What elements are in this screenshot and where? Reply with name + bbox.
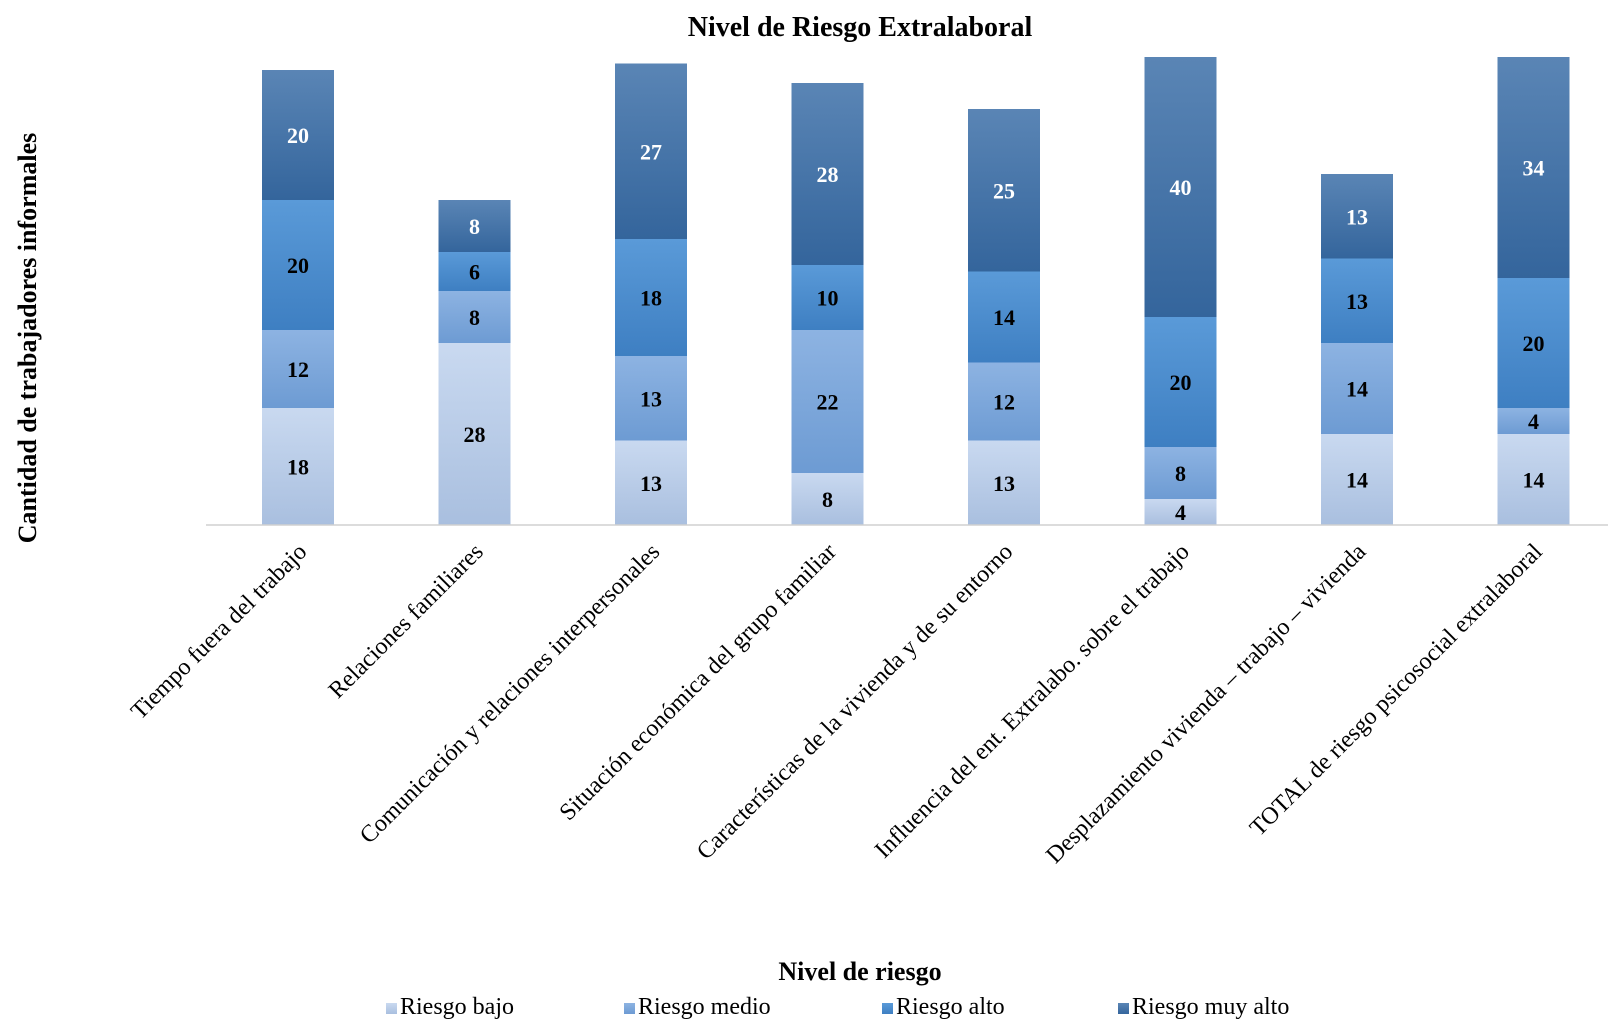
data-label: 27	[640, 139, 662, 164]
segment-labels-layer: 18 12 20 20 28 8 6 8 13 13 18 27 8 22 10 28 13 12 14 25 4 8 20…	[287, 123, 1545, 525]
bar-segment	[262, 330, 334, 408]
data-label: 18	[287, 455, 309, 480]
legend-swatch	[386, 1003, 397, 1014]
data-label: 13	[1346, 204, 1368, 229]
bars-layer	[262, 57, 1570, 525]
bar-segment	[1321, 174, 1393, 259]
bar-segment	[791, 265, 864, 330]
data-label: 12	[993, 390, 1015, 415]
data-label: 13	[993, 471, 1015, 496]
data-label: 20	[287, 123, 309, 148]
bar-segment	[1497, 434, 1570, 525]
bar-segment	[615, 63, 687, 239]
category-label: Desplazamiento vivienda – trabajo – vivi…	[1041, 539, 1371, 869]
data-label: 4	[1175, 500, 1186, 525]
data-label: 14	[1523, 468, 1545, 493]
data-label: 4	[1528, 409, 1539, 434]
category-label: Influencia del ent. Extralabo. sobre el …	[870, 539, 1195, 864]
bar-segment	[615, 440, 687, 525]
data-label: 28	[464, 422, 486, 447]
bar-segment	[791, 83, 864, 265]
bar-segment	[438, 343, 511, 525]
data-label: 8	[1175, 461, 1186, 486]
bar-segment	[1497, 57, 1570, 278]
legend-swatch	[882, 1003, 893, 1014]
legend-label: Riesgo bajo	[400, 994, 514, 1020]
bar-segment	[968, 362, 1040, 441]
bar-segment	[1144, 499, 1217, 525]
legend-label: Riesgo muy alto	[1132, 994, 1289, 1020]
legend-swatch	[1118, 1003, 1129, 1014]
category-label: Características de la vivienda y de su e…	[692, 539, 1018, 865]
legend-swatch	[624, 1003, 635, 1014]
category-labels-layer: Tiempo fuera del trabajo Relaciones famil…	[126, 539, 1548, 869]
data-label: 25	[993, 178, 1015, 203]
bar-segment	[262, 70, 334, 200]
data-label: 6	[469, 260, 480, 285]
legend-label: Riesgo alto	[896, 994, 1005, 1020]
bar-segment	[438, 200, 511, 252]
bar-segment	[1321, 343, 1393, 434]
category-label: Situación económica del grupo familiar	[555, 539, 842, 826]
bar-segment	[968, 271, 1040, 363]
bar-segment	[1144, 317, 1217, 447]
data-label: 13	[640, 386, 662, 411]
bar-segment	[791, 330, 864, 473]
bar-segment	[1321, 434, 1393, 525]
bar-segment	[968, 440, 1040, 525]
data-label: 8	[822, 487, 833, 512]
bar-segment	[1144, 57, 1217, 317]
bar-segment	[438, 252, 511, 291]
data-label: 14	[1346, 468, 1368, 493]
legend-label: Riesgo medio	[638, 994, 771, 1020]
data-label: 8	[469, 214, 480, 239]
category-label: Relaciones familiares	[324, 539, 489, 704]
bar-segment	[438, 291, 511, 343]
chart-title: Nivel de Riesgo Extralaboral	[688, 12, 1033, 43]
data-label: 22	[817, 390, 839, 415]
bar-segment	[791, 473, 864, 525]
bar-segment	[1497, 408, 1570, 434]
data-label: 20	[1523, 331, 1545, 356]
bar-segment	[968, 109, 1040, 272]
bar-segment	[262, 200, 334, 330]
data-label: 20	[1170, 370, 1192, 395]
data-label: 12	[287, 357, 309, 382]
y-axis-title: Cantidad de trabajadores informales	[13, 133, 42, 543]
x-axis-title: Nivel de riesgo	[778, 957, 941, 986]
legend: Riesgo bajo Riesgo medio Riesgo alto Riesgo…	[386, 994, 1289, 1020]
data-label: 13	[1346, 289, 1368, 314]
data-label: 28	[817, 162, 839, 187]
category-label: Comunicación y relaciones interpersonale…	[355, 539, 665, 849]
category-label: Tiempo fuera del trabajo	[126, 539, 312, 725]
data-label: 10	[817, 286, 839, 311]
bar-segment	[262, 408, 334, 525]
data-label: 14	[993, 305, 1015, 330]
data-label: 13	[640, 471, 662, 496]
data-label: 34	[1523, 156, 1545, 181]
bar-segment	[1321, 258, 1393, 343]
data-label: 14	[1346, 377, 1368, 402]
data-label: 40	[1170, 175, 1192, 200]
data-label: 20	[287, 253, 309, 278]
bar-segment	[1144, 447, 1217, 499]
bar-segment	[615, 356, 687, 441]
bar-segment	[615, 239, 687, 356]
bar-segment	[1497, 278, 1570, 408]
category-label: TOTAL de riesgo psicosocial extralaboral	[1245, 539, 1548, 842]
data-label: 18	[640, 286, 662, 311]
data-label: 8	[469, 305, 480, 330]
